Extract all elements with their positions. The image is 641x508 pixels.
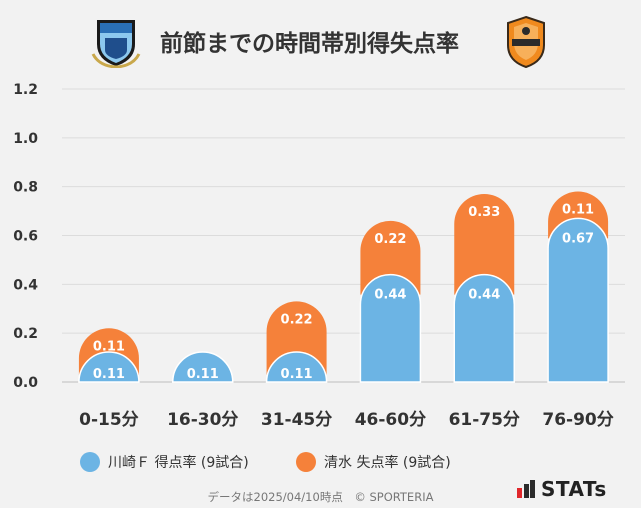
bar-chart: 0.0 0.2 0.4 0.6 0.8 1.0 1.2 0.11 0.11 0-15分 0.11 16…: [13, 82, 625, 430]
bar-home: [265, 351, 328, 383]
bar-home: [453, 273, 515, 383]
y-tick-label: 1.2: [13, 82, 38, 98]
x-category-label: 61-75分: [449, 410, 520, 430]
data-label-away: 0.22: [374, 232, 406, 247]
stats-brand: STATs: [517, 477, 607, 501]
legend-item-away: 清水 失点率 (9試合): [296, 452, 451, 472]
y-tick-label: 0.6: [13, 229, 38, 245]
legend-label-home: 川崎Ｆ 得点率 (9試合): [108, 455, 249, 471]
y-tick-label: 0.4: [13, 277, 38, 293]
data-label-away: 0.33: [468, 205, 500, 220]
bar-away: [360, 220, 421, 295]
bar-home: [171, 351, 234, 383]
data-label-home: 0.44: [468, 288, 500, 303]
data-label-away: 0.11: [93, 339, 125, 354]
chart-header: 前節までの時間帯別得失点率: [0, 0, 641, 86]
data-label-home: 0.11: [187, 367, 219, 382]
data-label-away: 0.22: [281, 312, 313, 327]
y-tick-label: 0.2: [13, 326, 38, 342]
data-label-home: 0.11: [281, 367, 313, 382]
stats-logo-icon: [517, 480, 535, 498]
y-tick-label: 1.0: [13, 131, 38, 147]
y-tick-label: 0.0: [13, 375, 38, 391]
bar-home: [359, 273, 422, 383]
bar-home: [547, 217, 609, 383]
data-label-home: 0.67: [562, 231, 594, 246]
data-source-note: データは2025/04/10時点 © SPORTERIA: [207, 490, 434, 504]
shimizu-s-pulse-crest-icon: [507, 15, 545, 69]
legend-item-home: 川崎Ｆ 得点率 (9試合): [80, 452, 249, 472]
legend-label-away: 清水 失点率 (9試合): [324, 455, 451, 471]
kawasaki-frontale-crest-icon: [91, 20, 141, 68]
x-category-label: 76-90分: [542, 410, 613, 430]
data-label-home: 0.44: [374, 288, 406, 303]
legend: 川崎Ｆ 得点率 (9試合) 清水 失点率 (9試合): [0, 452, 641, 476]
x-category-label: 46-60分: [355, 410, 426, 430]
x-category-label: 0-15分: [79, 410, 139, 430]
data-label-away: 0.11: [562, 203, 594, 218]
legend-swatch-home: [80, 452, 100, 472]
y-tick-label: 0.8: [13, 180, 38, 196]
bar-away: [454, 193, 515, 295]
x-category-label: 16-30分: [167, 410, 238, 430]
legend-swatch-away: [296, 452, 316, 472]
x-category-label: 31-45分: [261, 410, 332, 430]
data-label-home: 0.11: [93, 367, 125, 382]
chart-title: 前節までの時間帯別得失点率: [160, 31, 459, 57]
stats-brand-text: STATs: [541, 477, 607, 501]
bar-home: [78, 351, 140, 383]
